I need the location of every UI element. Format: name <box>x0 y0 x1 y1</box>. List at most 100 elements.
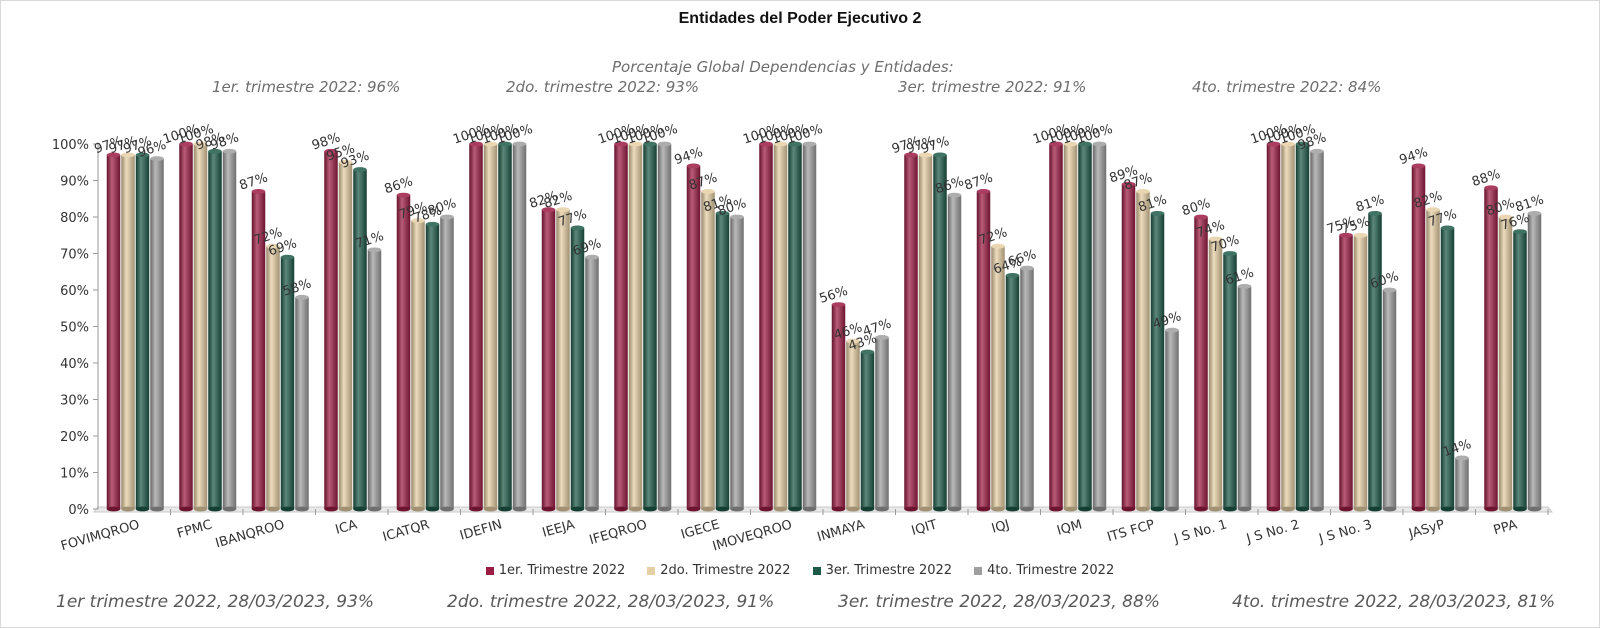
bar <box>425 221 440 512</box>
bar <box>541 207 556 512</box>
x-category-label: FOVIMQROO <box>59 517 141 554</box>
footer-q3-percentage: 3er. trimestre 2022, 28/03/2023, 88% <box>838 592 1160 612</box>
bar <box>512 141 527 512</box>
bar <box>150 156 164 512</box>
bar <box>1092 141 1107 512</box>
legend-label-q1: 1er. Trimestre 2022 <box>498 563 626 578</box>
bar <box>759 141 773 512</box>
x-category-label: IMOVEQROO <box>711 517 794 554</box>
x-category-label: ITS FCP <box>1106 517 1157 545</box>
footer-q4-percentage: 4to. trimestre 2022, 28/03/2023, 81% <box>1232 592 1556 612</box>
x-category-label: ICATQR <box>381 517 431 545</box>
header-q1-percentage: 1er. trimestre 2022: 96% <box>212 78 401 96</box>
bar <box>135 152 150 512</box>
y-tick-label: 50% <box>60 321 89 336</box>
bar <box>846 338 860 512</box>
legend-item-q2: 2do. Trimestre 2022 <box>647 563 791 578</box>
y-tick-label: 80% <box>60 211 89 226</box>
bar <box>251 189 266 512</box>
x-category-label: IQJ <box>990 517 1011 536</box>
legend-label-q3: 3er. Trimestre 2022 <box>825 563 953 578</box>
bar <box>1136 189 1150 512</box>
bar <box>1005 273 1020 512</box>
bar <box>1237 283 1252 512</box>
y-tick-label: 70% <box>60 248 89 263</box>
bar <box>411 218 425 512</box>
bar <box>933 152 947 512</box>
bar <box>1121 181 1136 512</box>
legend-swatch-q1 <box>485 566 494 575</box>
legend-swatch-q2 <box>647 566 656 575</box>
y-tick-label: 100% <box>52 138 89 153</box>
bar <box>469 141 483 512</box>
x-category-label: FPMC <box>175 517 213 541</box>
x-category-label: IQM <box>1055 517 1083 538</box>
bar <box>1353 232 1368 512</box>
bar <box>1455 455 1469 512</box>
x-category-label: IDEFIN <box>458 517 504 543</box>
y-tick-label: 60% <box>60 284 89 299</box>
bar <box>338 159 353 512</box>
bar <box>440 214 454 512</box>
x-category-label: J S No. 3 <box>1317 517 1374 547</box>
x-category-label: J S No. 2 <box>1244 517 1301 547</box>
bar <box>1295 141 1310 512</box>
legend: 1er. Trimestre 2022 2do. Trimestre 2022 … <box>0 563 1600 578</box>
bar <box>483 141 498 512</box>
bar <box>222 148 237 512</box>
bar <box>367 247 382 512</box>
bar <box>614 141 628 512</box>
footer-q2-percentage: 2do. trimestre 2022, 28/03/2023, 91% <box>447 592 775 612</box>
bar <box>1426 207 1440 512</box>
legend-label-q2: 2do. Trimestre 2022 <box>660 563 791 578</box>
bar <box>643 141 657 512</box>
bar <box>324 148 338 512</box>
bar <box>266 243 280 512</box>
bar <box>353 167 367 512</box>
header-q3-percentage: 3er. trimestre 2022: 91% <box>898 78 1087 96</box>
global-percentage-label: Porcentaje Global Dependencias y Entidad… <box>612 58 954 76</box>
bar <box>1440 225 1455 512</box>
bar <box>976 189 991 512</box>
bar <box>1382 287 1397 512</box>
bar <box>947 192 962 512</box>
bar <box>1281 141 1295 512</box>
bar <box>280 254 295 512</box>
bar <box>193 141 208 512</box>
bar <box>1223 251 1237 512</box>
bar <box>773 141 788 512</box>
bar <box>860 349 875 512</box>
x-category-label: IFEQROO <box>588 517 649 548</box>
bar <box>106 152 121 512</box>
bar <box>1194 214 1208 512</box>
bar <box>918 152 933 512</box>
bar <box>1208 236 1223 512</box>
x-category-label: JASyP <box>1406 517 1446 542</box>
x-category-label: IBANQROO <box>214 517 286 551</box>
y-tick-label: 20% <box>60 430 89 445</box>
bar <box>179 141 193 512</box>
bar <box>121 152 135 512</box>
legend-item-q3: 3er. Trimestre 2022 <box>812 563 953 578</box>
bar <box>498 141 512 512</box>
y-tick-label: 40% <box>60 357 89 372</box>
bar <box>396 192 411 512</box>
y-tick-label: 0% <box>68 503 89 518</box>
legend-swatch-q4 <box>974 566 983 575</box>
bar <box>1368 210 1382 512</box>
x-category-label: PPA <box>1492 517 1519 538</box>
header-q4-percentage: 4to. trimestre 2022: 84% <box>1192 78 1382 96</box>
x-category-label: ICA <box>334 517 359 537</box>
bar <box>1339 232 1353 512</box>
bar <box>686 163 701 512</box>
bar <box>1498 214 1513 512</box>
bar <box>1310 148 1324 512</box>
bar <box>628 141 643 512</box>
bar <box>1078 141 1092 512</box>
bar <box>904 152 918 512</box>
bar <box>991 243 1005 512</box>
bar <box>1513 229 1527 512</box>
bar <box>730 214 744 512</box>
bar <box>1020 265 1034 512</box>
legend-swatch-q3 <box>812 566 821 575</box>
